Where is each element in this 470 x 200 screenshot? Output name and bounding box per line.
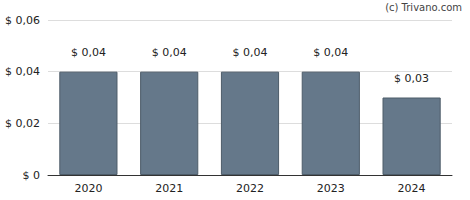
svg-text:$ 0,04: $ 0,04 — [71, 46, 106, 59]
svg-text:$ 0,04: $ 0,04 — [233, 46, 268, 59]
svg-text:2021: 2021 — [155, 182, 183, 195]
svg-text:2020: 2020 — [74, 182, 102, 195]
svg-text:$ 0,06: $ 0,06 — [5, 14, 40, 27]
svg-text:2022: 2022 — [236, 182, 264, 195]
svg-text:$ 0,04: $ 0,04 — [5, 65, 40, 78]
svg-text:$ 0,03: $ 0,03 — [394, 72, 429, 85]
svg-text:$ 0,04: $ 0,04 — [152, 46, 187, 59]
svg-text:$ 0,02: $ 0,02 — [5, 117, 40, 130]
svg-text:2023: 2023 — [317, 182, 345, 195]
svg-text:(c) Trivano.com: (c) Trivano.com — [385, 2, 462, 13]
svg-text:$ 0: $ 0 — [23, 169, 41, 182]
svg-text:$ 0,04: $ 0,04 — [313, 46, 348, 59]
svg-text:2024: 2024 — [398, 182, 426, 195]
